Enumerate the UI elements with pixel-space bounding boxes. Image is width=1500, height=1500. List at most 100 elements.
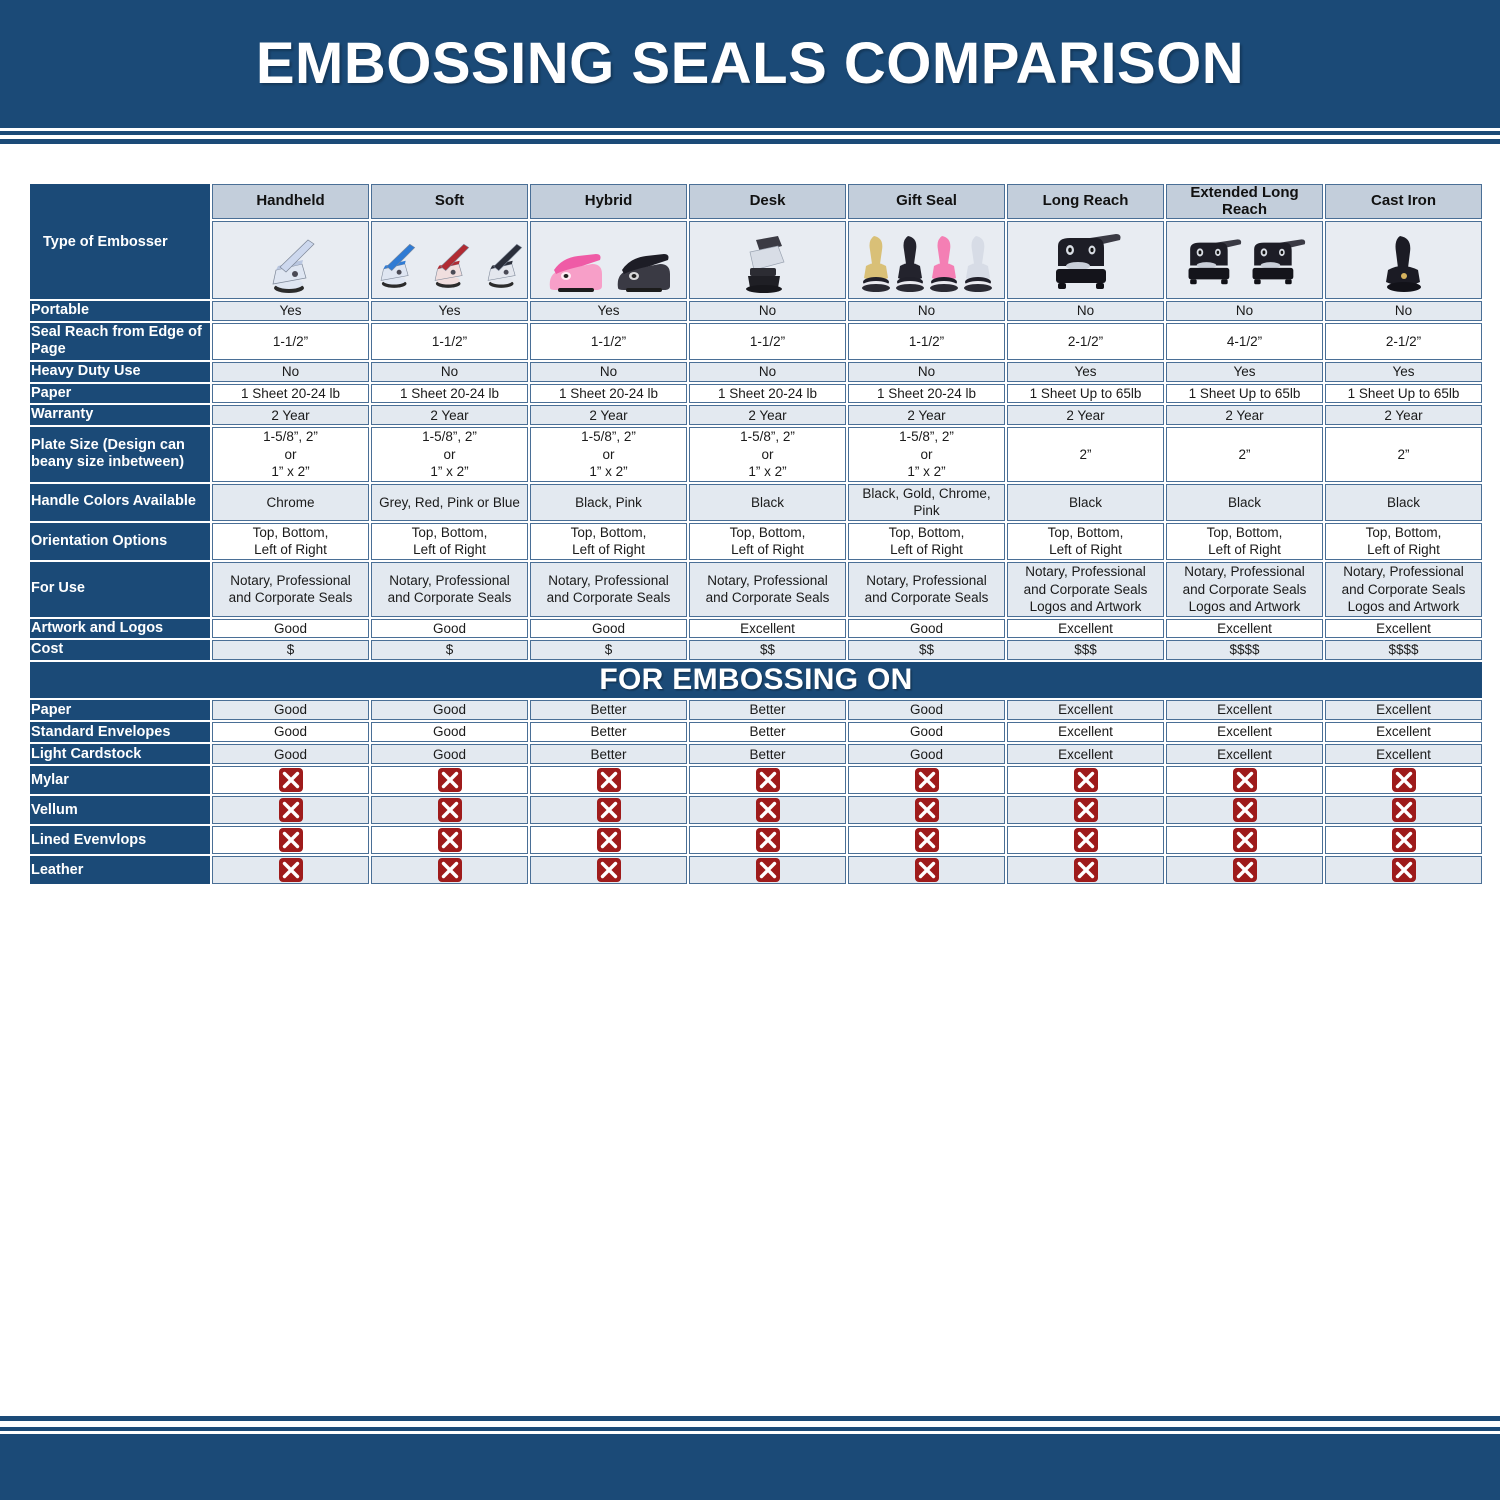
x-mark-icon <box>1232 798 1257 823</box>
cell-embossing-standard-envelopes-3: Better <box>689 722 846 743</box>
row-label-embossing-lined-evenvlops: Lined Evenvlops <box>30 826 210 855</box>
cell-embossing-vellum-0 <box>212 796 369 825</box>
cell-handle-colors-available-0: Chrome <box>212 483 369 521</box>
cell-plate-size-design-can-beany-size-inbetween-2: 1-5/8”, 2” or 1” x 2” <box>530 427 687 482</box>
footer-rule-top <box>0 1416 1500 1421</box>
row-label-type-of-embosser: Type of Embosser <box>30 184 210 299</box>
cell-portable-3: No <box>689 301 846 321</box>
x-mark-icon <box>278 828 303 853</box>
cell-embossing-leather-0 <box>212 856 369 885</box>
cell-seal-reach-from-edge-of-page-7: 2-1/2” <box>1325 322 1482 361</box>
table-row: Portable Yes Yes Yes No No No No No <box>30 301 1482 321</box>
cell-for-use-0: Notary, Professional and Corporate Seals <box>212 561 369 617</box>
table-row: Heavy Duty Use No No No No No Yes Yes Yes <box>30 362 1482 382</box>
embosser-cast-iron-black <box>1325 221 1482 299</box>
x-mark-icon <box>278 858 303 883</box>
cell-warranty-3: 2 Year <box>689 405 846 426</box>
cell-embossing-light-cardstock-2: Better <box>530 744 687 765</box>
cell-heavy-duty-use-5: Yes <box>1007 362 1164 382</box>
cell-portable-0: Yes <box>212 301 369 321</box>
cell-portable-7: No <box>1325 301 1482 321</box>
cell-artwork-and-logos-0: Good <box>212 618 369 639</box>
cell-plate-size-design-can-beany-size-inbetween-1: 1-5/8”, 2” or 1” x 2” <box>371 427 528 482</box>
cell-artwork-and-logos-7: Excellent <box>1325 618 1482 639</box>
cell-embossing-paper-3: Better <box>689 699 846 721</box>
cell-embossing-vellum-6 <box>1166 796 1323 825</box>
cell-seal-reach-from-edge-of-page-4: 1-1/2” <box>848 322 1005 361</box>
cell-portable-4: No <box>848 301 1005 321</box>
cell-seal-reach-from-edge-of-page-0: 1-1/2” <box>212 322 369 361</box>
cell-for-use-6: Notary, Professional and Corporate Seals L… <box>1166 561 1323 617</box>
cell-embossing-paper-0: Good <box>212 699 369 721</box>
row-label-embossing-standard-envelopes: Standard Envelopes <box>30 722 210 743</box>
cell-embossing-lined-evenvlops-2 <box>530 826 687 855</box>
x-mark-icon <box>755 768 780 793</box>
cell-embossing-lined-evenvlops-0 <box>212 826 369 855</box>
cell-embossing-paper-4: Good <box>848 699 1005 721</box>
x-mark-icon <box>1391 828 1416 853</box>
cell-heavy-duty-use-4: No <box>848 362 1005 382</box>
table-row: Cost $ $ $ $$ $$ $$$ $$$$ $$$$ <box>30 640 1482 660</box>
column-header-soft[interactable]: Soft <box>371 184 528 219</box>
cell-seal-reach-from-edge-of-page-2: 1-1/2” <box>530 322 687 361</box>
x-mark-icon <box>596 858 621 883</box>
x-mark-icon <box>1073 798 1098 823</box>
cell-portable-6: No <box>1166 301 1323 321</box>
column-header-desk[interactable]: Desk <box>689 184 846 219</box>
page-footer-banner <box>0 1434 1500 1500</box>
cell-embossing-standard-envelopes-4: Good <box>848 722 1005 743</box>
cell-embossing-mylar-0 <box>212 766 369 795</box>
table-row: Lined Evenvlops <box>30 826 1482 855</box>
cell-plate-size-design-can-beany-size-inbetween-3: 1-5/8”, 2” or 1” x 2” <box>689 427 846 482</box>
cell-for-use-1: Notary, Professional and Corporate Seals <box>371 561 528 617</box>
header-rule-top <box>0 131 1500 135</box>
cell-orientation-options-0: Top, Bottom, Left of Right <box>212 522 369 560</box>
x-mark-icon <box>278 768 303 793</box>
cell-embossing-leather-4 <box>848 856 1005 885</box>
cell-embossing-mylar-6 <box>1166 766 1323 795</box>
cell-heavy-duty-use-7: Yes <box>1325 362 1482 382</box>
cell-embossing-lined-evenvlops-5 <box>1007 826 1164 855</box>
cell-orientation-options-2: Top, Bottom, Left of Right <box>530 522 687 560</box>
row-label-embossing-light-cardstock: Light Cardstock <box>30 744 210 765</box>
cell-plate-size-design-can-beany-size-inbetween-5: 2” <box>1007 427 1164 482</box>
row-label-paper: Paper <box>30 383 210 404</box>
cell-paper-1: 1 Sheet 20-24 lb <box>371 383 528 404</box>
cell-embossing-mylar-4 <box>848 766 1005 795</box>
table-row: Artwork and Logos Good Good Good Excellent Go… <box>30 618 1482 639</box>
cell-handle-colors-available-3: Black <box>689 483 846 521</box>
cell-paper-5: 1 Sheet Up to 65lb <box>1007 383 1164 404</box>
cell-paper-6: 1 Sheet Up to 65lb <box>1166 383 1323 404</box>
embosser-extended-long-reach-black <box>1166 221 1323 299</box>
table-row: Seal Reach from Edge of Page 1-1/2” 1-1/2”… <box>30 322 1482 361</box>
column-header-hybrid[interactable]: Hybrid <box>530 184 687 219</box>
column-header-gift-seal[interactable]: Gift Seal <box>848 184 1005 219</box>
cell-embossing-vellum-3 <box>689 796 846 825</box>
cell-handle-colors-available-4: Black, Gold, Chrome, Pink <box>848 483 1005 521</box>
row-label-embossing-mylar: Mylar <box>30 766 210 795</box>
x-mark-icon <box>596 798 621 823</box>
x-mark-icon <box>437 768 462 793</box>
cell-plate-size-design-can-beany-size-inbetween-4: 1-5/8”, 2” or 1” x 2” <box>848 427 1005 482</box>
cell-seal-reach-from-edge-of-page-1: 1-1/2” <box>371 322 528 361</box>
column-header-long-reach[interactable]: Long Reach <box>1007 184 1164 219</box>
cell-paper-3: 1 Sheet 20-24 lb <box>689 383 846 404</box>
row-label-orientation-options: Orientation Options <box>30 522 210 560</box>
column-header-handheld[interactable]: Handheld <box>212 184 369 219</box>
cell-orientation-options-3: Top, Bottom, Left of Right <box>689 522 846 560</box>
cell-warranty-7: 2 Year <box>1325 405 1482 426</box>
column-header-extended-long-reach[interactable]: Extended Long Reach <box>1166 184 1323 219</box>
cell-paper-7: 1 Sheet Up to 65lb <box>1325 383 1482 404</box>
cell-portable-5: No <box>1007 301 1164 321</box>
cell-embossing-paper-2: Better <box>530 699 687 721</box>
row-label-handle-colors-available: Handle Colors Available <box>30 483 210 521</box>
cell-plate-size-design-can-beany-size-inbetween-7: 2” <box>1325 427 1482 482</box>
table-header-row: Type of Embosser Handheld Soft Hybrid Desk Gi… <box>30 184 1482 299</box>
embossing-seals-comparison-table: Type of Embosser Handheld Soft Hybrid Desk Gi… <box>28 182 1484 886</box>
page-header-banner: EMBOSSING SEALS COMPARISON <box>0 0 1500 128</box>
cell-embossing-mylar-2 <box>530 766 687 795</box>
column-header-cast-iron[interactable]: Cast Iron <box>1325 184 1482 219</box>
row-label-artwork-and-logos: Artwork and Logos <box>30 618 210 639</box>
cell-heavy-duty-use-0: No <box>212 362 369 382</box>
cell-cost-0: $ <box>212 640 369 660</box>
